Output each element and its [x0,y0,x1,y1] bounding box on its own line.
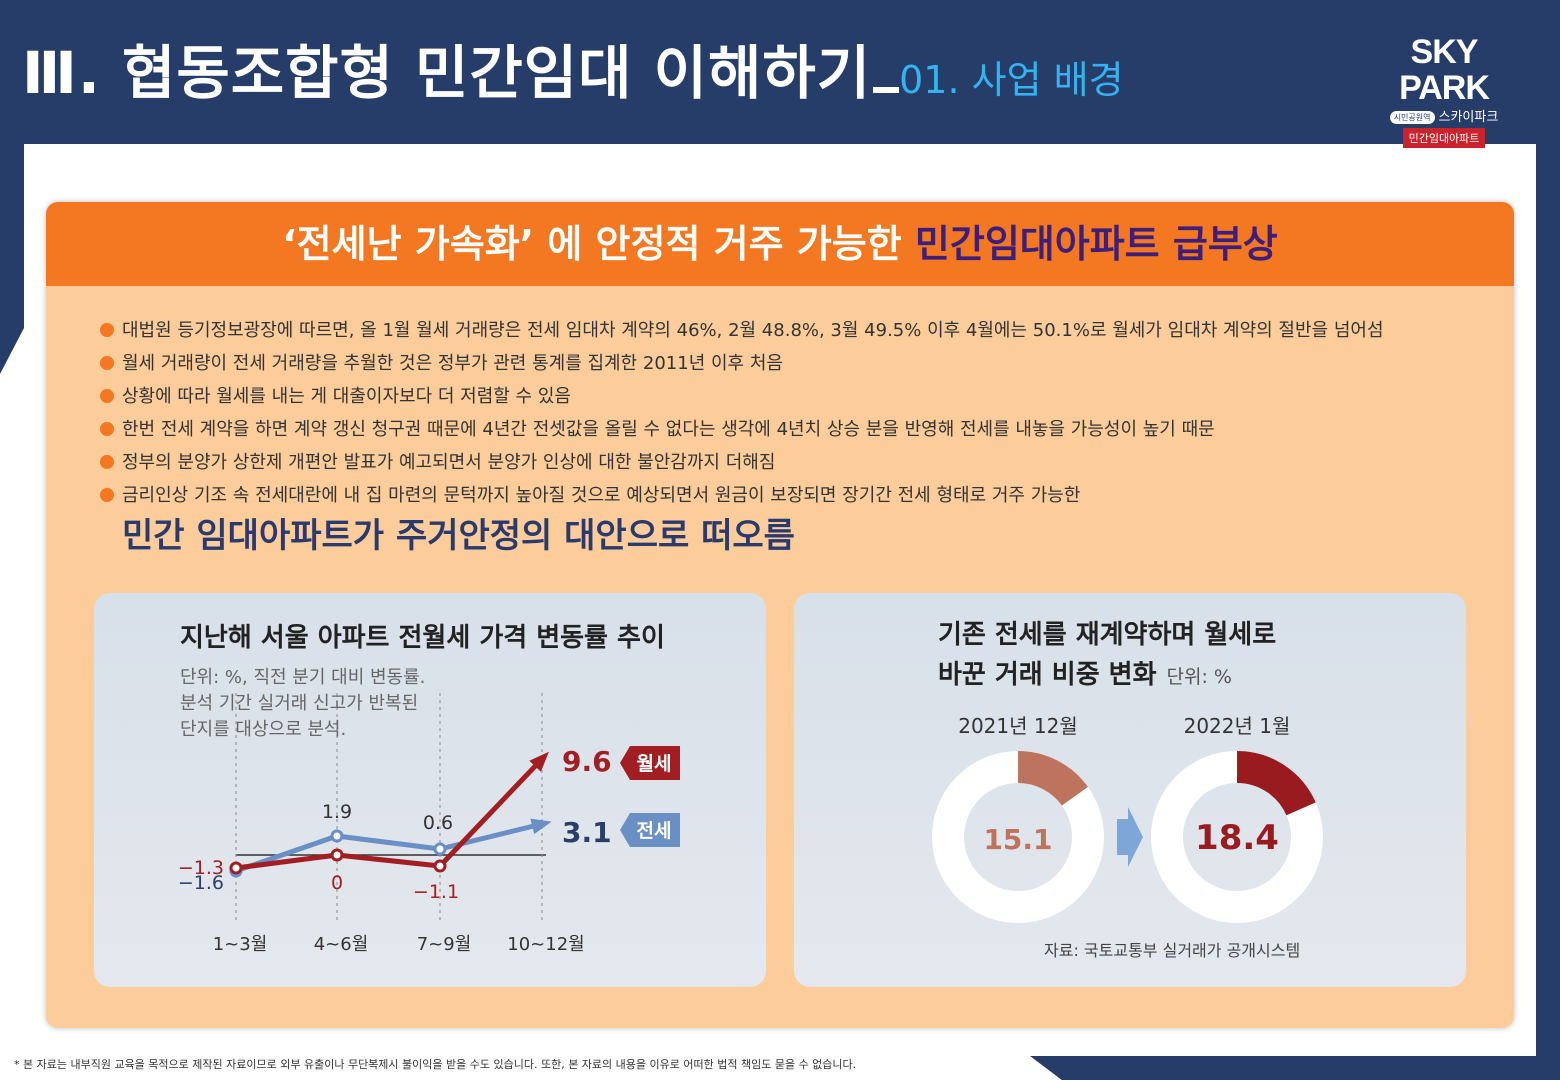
note-line: 분석 기간 실거래 신고가 반복된 [180,693,419,714]
donut-slice [1151,751,1323,923]
bullet-text: 금리인상 기조 속 전세대란에 내 집 마련의 문턱까지 높아질 것으로 예상되… [122,485,1081,506]
bullet-dot [100,323,114,337]
line-chart-note: 단위: %, 직전 분기 대비 변동률. 분석 기간 실거래 신고가 반복된 단… [180,665,425,743]
donut-chart: 2021년 12월 15.1 2022년 1월 18.4 [932,714,1323,923]
donut-value-label: 15.1 [983,823,1052,856]
bullet-item: 상황에 따라 월세를 내는 게 대출이자보다 더 저렴할 수 있음 [100,380,1384,413]
headline-highlight: 민간임대아파트 급부상 [914,222,1278,266]
right-accent [1536,144,1560,1080]
bullet-dot [100,356,114,370]
donut-chart-title: 기존 전세를 재계약하며 월세로 바꾼 거래 비중 변화 단위: % [938,615,1276,697]
donut-unit: 단위: % [1166,666,1232,688]
logo: SKY PARK 시민공원역 스카이파크 민간임대아파트 [1364,34,1524,148]
donut-title-line: 바꾼 거래 비중 변화 단위: % [938,655,1276,697]
legend-wolse-shape [620,746,680,780]
line-series-wolse [235,757,544,871]
bullet-dot [100,488,114,502]
data-label: −1.6 [178,872,224,894]
logo-sub-pill: 시민공원역 [1389,111,1435,124]
donut-value-label: 18.4 [1195,818,1279,858]
bullet-dot [100,422,114,436]
logo-sub-text: 스카이파크 [1438,110,1499,125]
line-chart-panel: 지난해 서울 아파트 전월세 가격 변동률 추이 단위: %, 직전 분기 대비… [94,593,766,987]
left-accent [0,144,24,374]
data-label: 0.6 [423,812,453,834]
donut-slice [932,751,1104,923]
jeonse-arrowhead [530,818,552,835]
legend-jeonse-shape [620,813,680,847]
headline-banner: ‘전세난 가속화’ 에 안정적 거주 가능한 민간임대아파트 급부상 [46,202,1514,286]
legend-jeonse-label: 전세 [637,820,672,842]
bullet-dot [100,389,114,403]
data-label: 9.6 [562,745,612,778]
data-label: −1.3 [178,857,224,879]
wolse-point [433,859,447,873]
page-title: Ⅲ. 협동조합형 민간임대 이해하기 01. 사업 배경 [22,26,1124,110]
source-text: 자료: 국토교통부 실거래가 공개시스템 [1044,941,1301,960]
bullet-dot [100,455,114,469]
content-card: ‘전세난 가속화’ 에 안정적 거주 가능한 민간임대아파트 급부상 대법원 등… [46,202,1514,1028]
title-underscore [873,87,900,93]
page-subtitle: 01. 사업 배경 [899,58,1124,102]
note-line: 단위: %, 직전 분기 대비 변동률. [180,667,426,688]
note-line: 단지를 대상으로 분석. [180,719,347,740]
bullet-item: 월세 거래량이 전세 거래량을 추월한 것은 정부가 관련 통계를 집계한 20… [100,347,1384,380]
wolse-point [330,848,344,862]
bullet-item: 정부의 분양가 상한제 개편안 발표가 예고되면서 분양가 인상에 대한 불안감… [100,446,1384,479]
logo-badge: 민간임대아파트 [1402,128,1486,148]
jeonse-point [330,829,344,843]
wolse-point [229,861,243,875]
transition-arrow-icon [1117,807,1143,867]
legend-wolse-label: 월세 [637,753,672,775]
bullet-item: 금리인상 기조 속 전세대란에 내 집 마련의 문턱까지 높아질 것으로 예상되… [100,479,1384,512]
bullet-text: 상황에 따라 월세를 내는 게 대출이자보다 더 저렴할 수 있음 [122,386,571,407]
header-bar [0,0,1560,144]
x-tick-label: 4~6월 [314,934,369,955]
bullet-text: 정부의 분양가 상한제 개편안 발표가 예고되면서 분양가 인상에 대한 불안감… [122,452,776,473]
conclusion-text: 민간 임대아파트가 주거안정의 대안으로 떠오름 [122,516,795,556]
line-series-jeonse [235,821,543,874]
line-chart: 1~3월 4~6월 7~9월 10~12월 1.9 0.6 −1.3−1.6 0 −1.1 9.6… [178,693,680,955]
donut-chart-panel: 기존 전세를 재계약하며 월세로 바꾼 거래 비중 변화 단위: % 2021년 … [794,593,1466,987]
donut-period-label: 2021년 12월 [958,714,1078,738]
x-tick-label: 1~3월 [213,934,268,955]
page-title-text: Ⅲ. 협동조합형 민간임대 이해하기 [22,39,872,107]
data-label: 1.9 [322,801,352,823]
data-label: 3.1 [562,816,612,849]
data-label: 0 [331,872,343,894]
bullet-item: 한번 전세 계약을 하면 계약 갱신 청구권 때문에 4년간 전셋값을 올릴 수… [100,413,1384,446]
donut-title-line: 기존 전세를 재계약하며 월세로 [938,620,1277,650]
x-tick-label: 10~12월 [507,934,584,955]
bullet-text: 대법원 등기정보광장에 따르면, 올 1월 월세 거래량은 전세 임대차 계약의… [122,320,1384,341]
logo-sub: 시민공원역 스카이파크 [1364,106,1524,125]
data-label: −1.1 [413,881,459,903]
donut-period-label: 2022년 1월 [1184,714,1291,738]
jeonse-point [433,842,447,856]
line-chart-title: 지난해 서울 아파트 전월세 가격 변동률 추이 [180,623,665,653]
bullet-text: 월세 거래량이 전세 거래량을 추월한 것은 정부가 관련 통계를 집계한 20… [122,353,783,374]
bullet-list: 대법원 등기정보광장에 따르면, 올 1월 월세 거래량은 전세 임대차 계약의… [100,314,1384,512]
donut-title-text: 바꾼 거래 비중 변화 [938,660,1157,690]
wolse-arrowhead [529,751,549,772]
bottom-accent [1030,1056,1560,1080]
headline-text: ‘전세난 가속화’ 에 안정적 거주 가능한 [282,222,915,266]
bullet-item: 대법원 등기정보광장에 따르면, 올 1월 월세 거래량은 전세 임대차 계약의… [100,314,1384,347]
footnote: * 본 자료는 내부직원 교육을 목적으로 제작된 자료이므로 외부 유출이나 … [14,1058,857,1071]
x-tick-label: 7~9월 [417,934,472,955]
bullet-text: 한번 전세 계약을 하면 계약 갱신 청구권 때문에 4년간 전셋값을 올릴 수… [122,419,1215,440]
logo-main: SKY PARK [1399,33,1490,107]
